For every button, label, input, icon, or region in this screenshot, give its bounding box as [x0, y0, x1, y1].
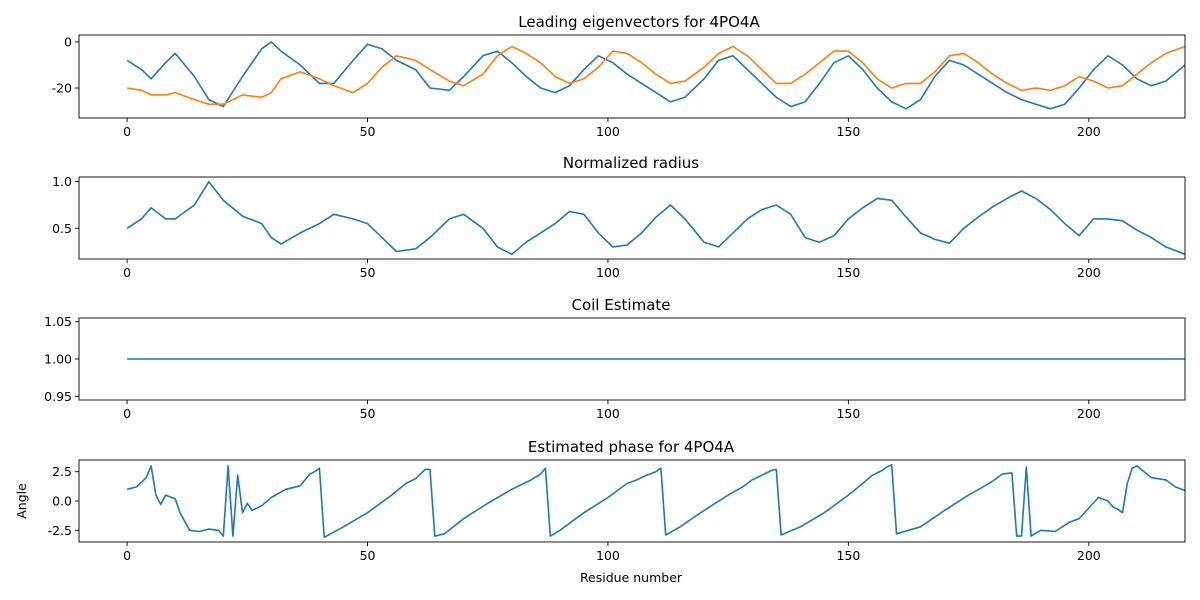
- x-tick-label: 200: [1077, 124, 1101, 139]
- series-line-0: [126, 180, 1186, 256]
- panel-title: Estimated phase for 4PO4A: [528, 438, 735, 456]
- series-line-0: [126, 41, 1186, 110]
- x-tick-label: 150: [836, 406, 860, 421]
- x-tick-label: 150: [836, 124, 860, 139]
- axes-frame: [78, 176, 1186, 260]
- y-tick-label: 0.0: [52, 494, 72, 509]
- y-axis-label: Angle: [14, 483, 29, 519]
- axes-frame: [78, 34, 1186, 119]
- panel-normalized-radius: Normalized radius 0 50 100 150 200 1.0 0.5: [52, 154, 1186, 280]
- x-tick-label: 100: [596, 265, 620, 280]
- y-tick-label: 0: [64, 34, 72, 49]
- x-axis-label: Residue number: [580, 570, 683, 585]
- x-tick-label: 150: [836, 548, 860, 563]
- x-tick-label: 100: [596, 548, 620, 563]
- x-tick-label: 50: [360, 406, 376, 421]
- x-tick-label: 150: [836, 265, 860, 280]
- x-tick-label: 50: [360, 265, 376, 280]
- panel-title: Normalized radius: [563, 154, 699, 172]
- y-tick-label: 0.5: [52, 221, 72, 236]
- y-tick-label: -20: [52, 81, 72, 96]
- panel-leading-eigenvectors: Leading eigenvectors for 4PO4A 0 50 100 150…: [52, 13, 1186, 139]
- x-tick-label: 0: [123, 265, 131, 280]
- x-tick-label: 0: [123, 406, 131, 421]
- y-tick-label: -2.5: [48, 523, 72, 538]
- panel-coil-estimate: Coil Estimate 0 50 100 150 200 1.05 1.00 0.95: [44, 296, 1186, 421]
- x-tick-label: 200: [1077, 548, 1101, 563]
- y-tick-label: 1.0: [52, 174, 72, 189]
- x-tick-label: 200: [1077, 265, 1101, 280]
- x-tick-label: 0: [123, 548, 131, 563]
- y-tick-label: 0.95: [44, 389, 72, 404]
- x-tick-label: 0: [123, 124, 131, 139]
- panel-estimated-phase: Estimated phase for 4PO4A Residue number…: [14, 438, 1186, 585]
- y-tick-label: 1.05: [44, 314, 72, 329]
- x-tick-label: 50: [360, 548, 376, 563]
- x-tick-label: 100: [596, 406, 620, 421]
- series-line-1: [126, 45, 1186, 105]
- panel-title: Coil Estimate: [571, 296, 670, 314]
- x-tick-label: 50: [360, 124, 376, 139]
- panel-title: Leading eigenvectors for 4PO4A: [518, 13, 760, 31]
- y-tick-label: 2.5: [52, 464, 72, 479]
- series-line-0: [126, 463, 1186, 539]
- x-tick-label: 200: [1077, 406, 1101, 421]
- x-tick-label: 100: [596, 124, 620, 139]
- y-tick-label: 1.00: [44, 352, 72, 367]
